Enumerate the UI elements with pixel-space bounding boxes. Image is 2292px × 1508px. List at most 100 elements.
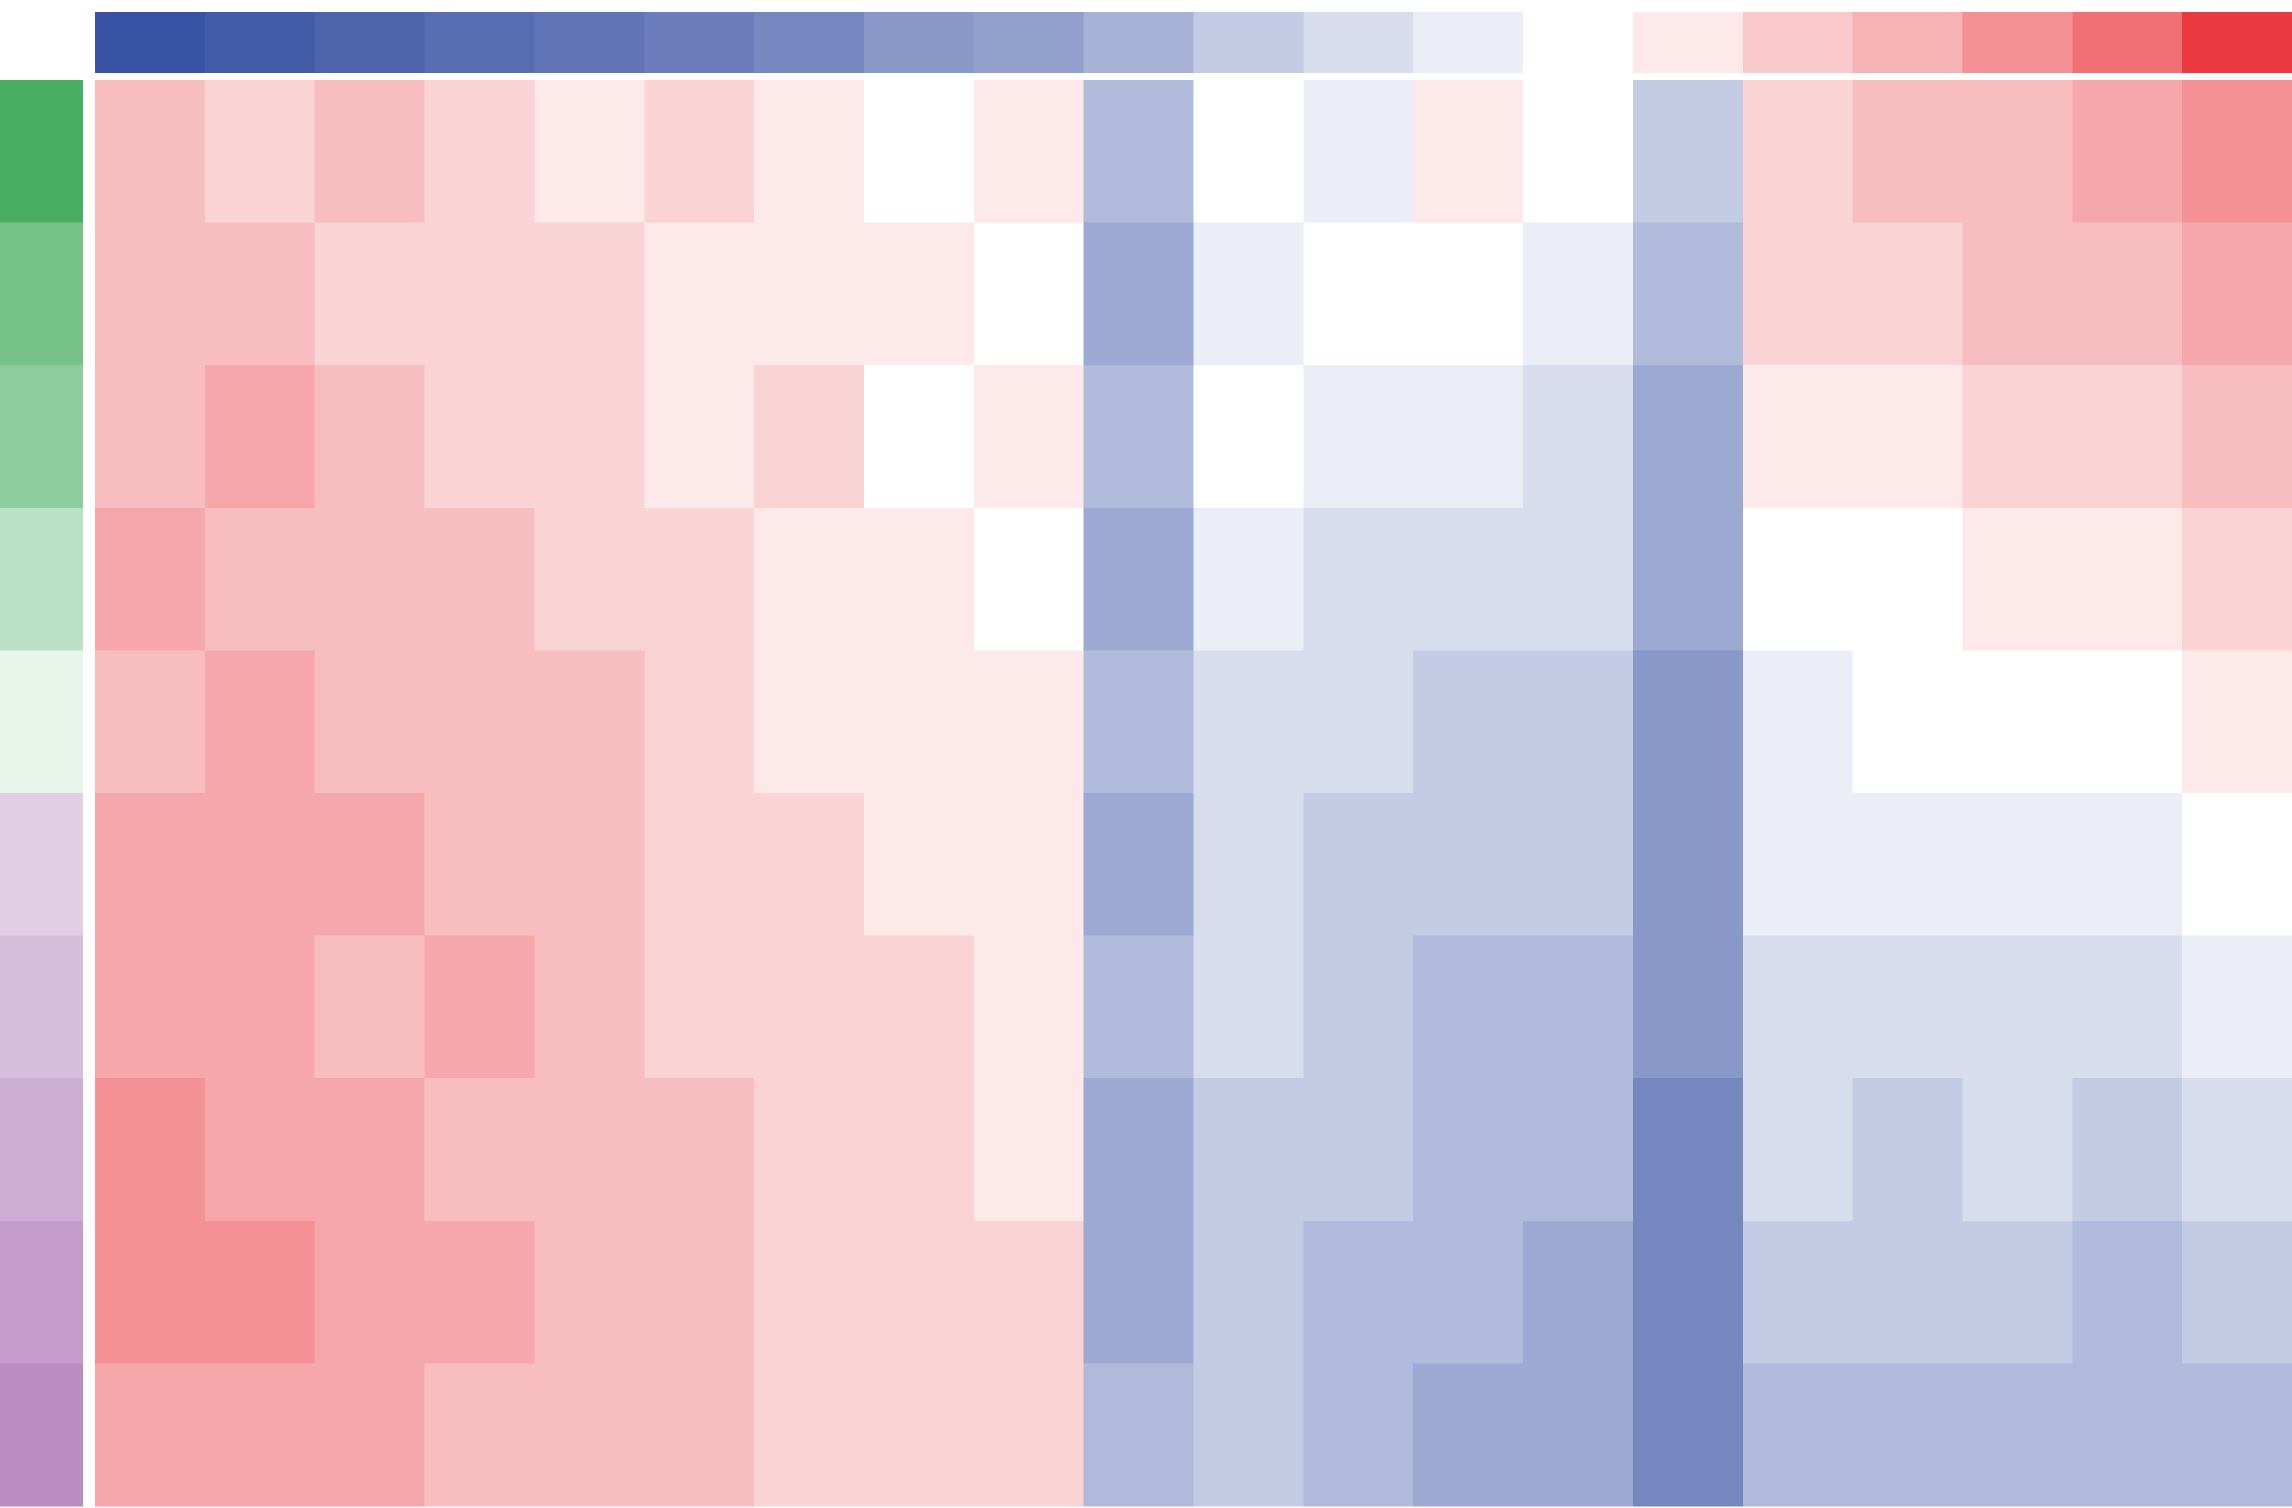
heatmap-cell bbox=[2072, 507, 2183, 651]
heatmap-cell bbox=[973, 935, 1085, 1079]
heatmap-cell bbox=[754, 935, 865, 1079]
heatmap-cell bbox=[204, 1363, 316, 1507]
heatmap-cell bbox=[1632, 222, 1744, 366]
heatmap-cell bbox=[2182, 507, 2292, 651]
heatmap-cell bbox=[1303, 935, 1414, 1079]
heatmap-cell bbox=[1083, 507, 1194, 651]
heatmap-cell bbox=[644, 1078, 755, 1222]
heatmap-cell bbox=[2072, 80, 2183, 224]
heatmap-cell bbox=[2182, 1078, 2292, 1222]
heatmap-cell bbox=[2072, 1363, 2183, 1507]
heatmap-cell bbox=[1632, 793, 1744, 937]
heatmap-cell bbox=[1303, 1220, 1414, 1364]
heatmap-cell bbox=[1523, 650, 1634, 794]
heatmap-cell bbox=[1193, 935, 1304, 1079]
heatmap-cell bbox=[863, 507, 975, 651]
heatmap-cell bbox=[1962, 935, 2073, 1079]
heatmap-cell bbox=[2072, 935, 2183, 1079]
heatmap-cell bbox=[1303, 793, 1414, 937]
heatmap-cell bbox=[1193, 793, 1304, 937]
heatmap-cell bbox=[863, 793, 975, 937]
heatmap-cell bbox=[314, 1078, 426, 1222]
row-annotation-cell bbox=[0, 1078, 83, 1222]
heatmap-cell bbox=[95, 1363, 206, 1507]
heatmap-cell bbox=[1742, 222, 1854, 366]
heatmap-cell bbox=[1523, 1363, 1634, 1507]
heatmap-cell bbox=[1852, 1220, 1963, 1364]
column-annotation-cell bbox=[1083, 12, 1194, 73]
heatmap-cell bbox=[95, 1220, 206, 1364]
heatmap-cell bbox=[1193, 507, 1304, 651]
heatmap-cell bbox=[1962, 1078, 2073, 1222]
heatmap-cell bbox=[1852, 507, 1963, 651]
heatmap-cell bbox=[1523, 80, 1634, 224]
heatmap-cell bbox=[1193, 222, 1304, 366]
heatmap-cell bbox=[1083, 650, 1194, 794]
heatmap-cell bbox=[973, 1363, 1085, 1507]
heatmap-cell bbox=[204, 1078, 316, 1222]
heatmap-cell bbox=[1523, 507, 1634, 651]
heatmap-cell bbox=[2182, 365, 2292, 509]
heatmap-cell bbox=[2072, 365, 2183, 509]
row-annotation-cell bbox=[0, 507, 83, 651]
heatmap-cell bbox=[1193, 365, 1304, 509]
row-annotation-cell bbox=[0, 650, 83, 794]
heatmap-cell bbox=[1632, 650, 1744, 794]
heatmap-cell bbox=[644, 650, 755, 794]
column-annotation-cell bbox=[1632, 12, 1744, 73]
heatmap-cell bbox=[1523, 1078, 1634, 1222]
heatmap-cell bbox=[1303, 365, 1414, 509]
heatmap-cell bbox=[204, 793, 316, 937]
heatmap-cell bbox=[2072, 793, 2183, 937]
heatmap-cell bbox=[424, 365, 535, 509]
heatmap-cell bbox=[1303, 650, 1414, 794]
heatmap-cell bbox=[95, 507, 206, 651]
heatmap-cell bbox=[1193, 80, 1304, 224]
heatmap-cell bbox=[2182, 1220, 2292, 1364]
heatmap-cell bbox=[644, 1363, 755, 1507]
heatmap-cell bbox=[534, 1078, 645, 1222]
heatmap-cell bbox=[95, 80, 206, 224]
heatmap-cell bbox=[95, 793, 206, 937]
heatmap-cell bbox=[754, 1363, 865, 1507]
heatmap-cell bbox=[314, 1363, 426, 1507]
heatmap-cell bbox=[1742, 365, 1854, 509]
heatmap-cell bbox=[1962, 793, 2073, 937]
heatmap-cell bbox=[863, 935, 975, 1079]
heatmap-cell bbox=[534, 80, 645, 224]
heatmap-cell bbox=[314, 935, 426, 1079]
heatmap-cell bbox=[2182, 80, 2292, 224]
heatmap-cell bbox=[424, 222, 535, 366]
heatmap-cell bbox=[314, 222, 426, 366]
heatmap-cell bbox=[534, 793, 645, 937]
heatmap-cell bbox=[2182, 222, 2292, 366]
heatmap-cell bbox=[754, 80, 865, 224]
heatmap-cell bbox=[424, 507, 535, 651]
heatmap-cell bbox=[424, 1078, 535, 1222]
heatmap-cell bbox=[2072, 1078, 2183, 1222]
heatmap-cell bbox=[1852, 222, 1963, 366]
row-annotation-cell bbox=[0, 935, 83, 1079]
heatmap-cell bbox=[863, 1363, 975, 1507]
heatmap-cell bbox=[1852, 650, 1963, 794]
column-annotation-cell bbox=[2072, 12, 2183, 73]
heatmap-cell bbox=[204, 80, 316, 224]
heatmap-cell bbox=[644, 222, 755, 366]
column-annotation-cell bbox=[424, 12, 535, 73]
heatmap-cell bbox=[1083, 365, 1194, 509]
heatmap-cell bbox=[973, 650, 1085, 794]
heatmap-cell bbox=[754, 793, 865, 937]
heatmap-cell bbox=[1083, 1078, 1194, 1222]
heatmap-cell bbox=[644, 1220, 755, 1364]
heatmap-cell bbox=[314, 650, 426, 794]
heatmap-cell bbox=[1962, 222, 2073, 366]
heatmap-cell bbox=[1962, 507, 2073, 651]
heatmap-cell bbox=[1303, 1078, 1414, 1222]
column-annotation-cell bbox=[1742, 12, 1854, 73]
column-annotation-cell bbox=[314, 12, 426, 73]
heatmap-cell bbox=[1413, 1220, 1524, 1364]
heatmap-cell bbox=[1413, 1078, 1524, 1222]
heatmap-cell bbox=[754, 222, 865, 366]
row-annotation-cell bbox=[0, 222, 83, 366]
heatmap-cell bbox=[644, 365, 755, 509]
